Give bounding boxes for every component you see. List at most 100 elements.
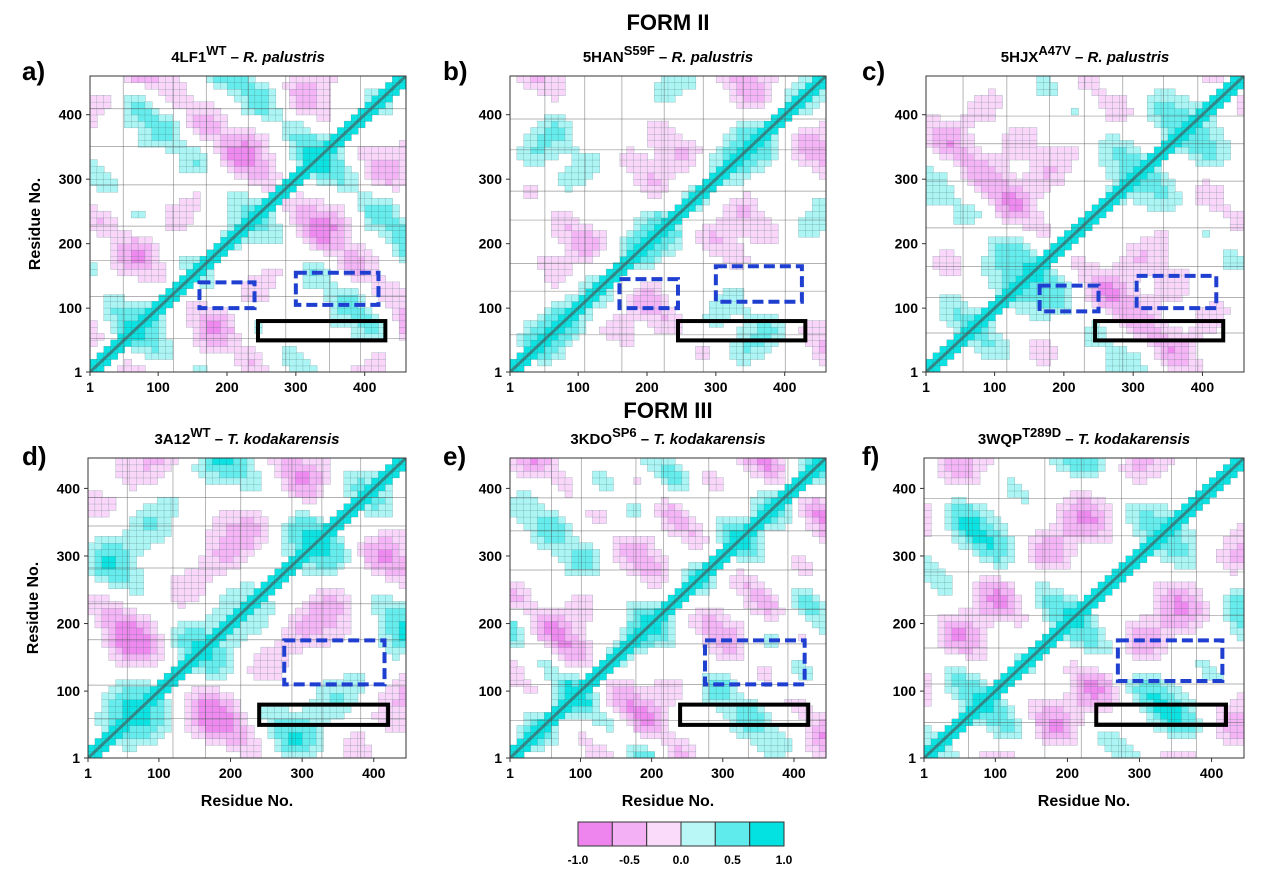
x-tick-label: 300 [1128, 765, 1152, 781]
x-axis-label: Residue No. [1038, 793, 1130, 810]
colorbar-tick-label: 0.5 [724, 853, 741, 867]
blue-dashed-box [293, 270, 381, 307]
plot-frame [925, 75, 1245, 373]
correlation-cells [510, 76, 826, 372]
panel-d: d) 3A12WT – T. kodakarensis 1 100 200 300 400 1… [22, 425, 407, 810]
title-dash: – [637, 431, 654, 448]
panel-title: 5HJXA47V – R. palustris [1001, 43, 1169, 66]
x-tick-label: 200 [215, 379, 239, 395]
x-tick-label: 200 [635, 379, 659, 395]
x-tick-label: 1 [84, 765, 92, 781]
x-tick-label: 300 [1121, 379, 1145, 395]
y-tick-label: 100 [479, 683, 503, 699]
x-tick-label: 1 [86, 379, 94, 395]
correlation-map [88, 458, 406, 758]
panel-e: e) 3KDOSP6 – T. kodakarensis 1 100 200 300 400… [443, 425, 827, 810]
y-tick-label: 200 [479, 616, 503, 632]
diagonal [926, 76, 1244, 372]
y-tick-label: 200 [479, 236, 503, 252]
x-tick-label: 200 [640, 765, 664, 781]
colorbar-tick-label: -0.5 [619, 853, 640, 867]
y-tick-label: 200 [59, 236, 83, 252]
correlation-map [926, 76, 1244, 372]
colorbar-bin [714, 821, 751, 847]
x-tick-label: 400 [782, 765, 806, 781]
y-tick-label: 400 [59, 107, 83, 123]
x-axis-label: Residue No. [201, 793, 293, 810]
black-box [255, 319, 388, 343]
x-tick-label: 100 [146, 379, 170, 395]
title-organism: R. palustris [671, 49, 753, 66]
title-organism: T. kodakarensis [653, 431, 765, 448]
title-variant: A47V [1038, 43, 1071, 58]
blue-dashed-box [1134, 273, 1219, 311]
y-tick-label: 1 [908, 750, 916, 766]
title-dash: – [655, 49, 672, 66]
colorbar-tick-label: 1.0 [776, 853, 793, 867]
diagonal [924, 458, 1244, 758]
title-variant: WT [190, 425, 210, 440]
title-organism: R. palustris [1088, 49, 1170, 66]
y-tick-label: 400 [479, 480, 503, 496]
y-tick-label: 400 [893, 480, 917, 496]
blue-dashed-box [1115, 638, 1225, 683]
colorbar-bin [646, 821, 682, 847]
blue-dashed-box [282, 638, 387, 687]
colorbar-bin [680, 821, 716, 847]
x-tick-label: 1 [506, 379, 514, 395]
x-tick-label: 300 [290, 765, 314, 781]
black-box [257, 702, 391, 727]
diagonal [88, 458, 406, 758]
y-tick-label: 1 [910, 364, 918, 380]
panel-letter: b) [443, 56, 468, 86]
y-tick-label: 100 [57, 683, 81, 699]
colorbar: -1.0 -0.5 0.0 0.5 1.0 [568, 821, 793, 867]
title-variant: T289D [1022, 425, 1061, 440]
y-tick-label: 400 [479, 107, 503, 123]
blue-dashed-box [1037, 283, 1101, 314]
panel-letter: f) [862, 441, 879, 471]
diagonal [510, 458, 826, 758]
black-box [678, 702, 811, 727]
correlation-map [510, 76, 826, 372]
y-tick-label: 300 [57, 548, 81, 564]
y-tick-label: 300 [893, 548, 917, 564]
grid-lines [924, 458, 1244, 758]
x-tick-label: 100 [984, 765, 1008, 781]
panel-letter: d) [22, 441, 47, 471]
y-tick-label: 200 [895, 236, 919, 252]
y-tick-label: 400 [895, 107, 919, 123]
plot-frame [89, 75, 407, 373]
plot-frame [87, 457, 407, 759]
x-tick-label: 1 [506, 765, 514, 781]
panel-title: 3KDOSP6 – T. kodakarensis [570, 425, 765, 448]
x-axis-label: Residue No. [622, 793, 714, 810]
panel-title: 3WQPT289D – T. kodakarensis [978, 425, 1190, 448]
colorbar-bin [577, 821, 613, 847]
title-organism: T. kodakarensis [1078, 431, 1190, 448]
y-tick-label: 300 [895, 171, 919, 187]
plot-frame [923, 457, 1245, 759]
correlation-cells [90, 76, 406, 372]
black-box [1094, 702, 1228, 727]
title-organism: R. palustris [243, 49, 325, 66]
x-tick-label: 100 [983, 379, 1007, 395]
black-box [675, 319, 808, 343]
colorbar-tick-label: -1.0 [568, 853, 589, 867]
panel-title: 3A12WT – T. kodakarensis [154, 425, 339, 448]
y-tick-label: 300 [59, 171, 83, 187]
panel-letter: e) [443, 441, 466, 471]
y-tick-label: 1 [72, 750, 80, 766]
y-tick-label: 400 [57, 480, 81, 496]
panel-f: f) 3WQPT289D – T. kodakarensis 1 100 200 300 4… [862, 425, 1245, 810]
correlation-map [90, 76, 406, 372]
y-tick-label: 200 [57, 616, 81, 632]
blue-dashed-box [713, 264, 804, 304]
form-iii-label: FORM III [623, 398, 712, 423]
y-tick-label: 300 [479, 171, 503, 187]
title-code: 5HAN [583, 49, 624, 66]
x-tick-label: 200 [1056, 765, 1080, 781]
panel-letter: c) [862, 56, 885, 86]
